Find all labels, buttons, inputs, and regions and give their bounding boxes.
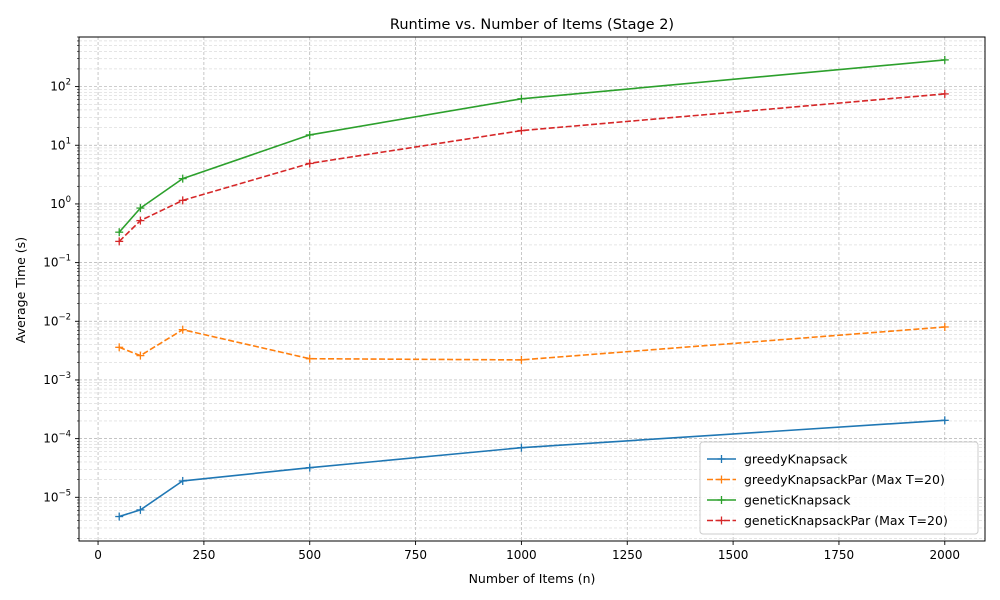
- data-point-marker: [115, 237, 124, 246]
- x-tick-label: 250: [192, 548, 215, 562]
- series-line: [118, 419, 945, 518]
- data-point-marker: [115, 228, 124, 237]
- y-tick-label: 10−5: [43, 488, 71, 504]
- y-tick-label: 102: [50, 78, 71, 94]
- data-point-marker: [517, 94, 526, 103]
- x-tick-label: 1500: [718, 548, 749, 562]
- legend-label: greedyKnapsackPar (Max T=20): [744, 472, 945, 487]
- data-point-marker: [136, 505, 145, 514]
- axis-ticks: 0 250 500 750 1000 1250 1500 1750 2000 10−5 10−4 10…: [43, 36, 961, 562]
- legend-label: greedyKnapsack: [744, 452, 848, 467]
- data-point-marker: [305, 159, 314, 168]
- data-point-marker: [136, 351, 145, 360]
- x-tick-label: 0: [94, 548, 102, 562]
- data-point-marker: [517, 126, 526, 135]
- series-lines: [115, 55, 949, 521]
- series-line: [118, 93, 945, 242]
- data-point-marker: [136, 204, 145, 213]
- data-point-marker: [517, 443, 526, 452]
- legend: greedyKnapsack greedyKnapsackPar (Max T=2…: [699, 441, 979, 535]
- data-point-marker: [136, 216, 145, 225]
- chart-title: Runtime vs. Number of Items (Stage 2): [390, 17, 674, 33]
- plot-frame: [78, 36, 986, 542]
- x-tick-label: 1250: [612, 548, 643, 562]
- y-tick-label: 100: [50, 195, 71, 211]
- x-tick-label: 2000: [930, 548, 961, 562]
- data-point-marker: [940, 55, 949, 64]
- x-axis-label: Number of Items (n): [469, 571, 596, 586]
- y-tick-label: 10−2: [43, 312, 71, 328]
- data-point-marker: [940, 89, 949, 98]
- data-point-marker: [517, 355, 526, 364]
- y-axis-label: Average Time (s): [13, 237, 28, 343]
- legend-label: geneticKnapsack: [744, 493, 851, 508]
- legend-box: [699, 441, 979, 535]
- y-tick-label: 10−4: [43, 430, 71, 446]
- series-line: [118, 326, 945, 361]
- data-point-marker: [305, 354, 314, 363]
- x-tick-label: 1750: [824, 548, 855, 562]
- data-point-marker: [115, 343, 124, 352]
- data-point-marker: [178, 476, 187, 485]
- data-point-marker: [178, 196, 187, 205]
- legend-label: geneticKnapsackPar (Max T=20): [744, 513, 948, 528]
- y-tick-label: 10−1: [43, 254, 71, 270]
- x-tick-label: 1000: [506, 548, 537, 562]
- data-point-marker: [178, 174, 187, 183]
- data-point-marker: [305, 130, 314, 139]
- data-point-marker: [940, 322, 949, 331]
- y-tick-label: 10−3: [43, 371, 71, 387]
- data-point-marker: [178, 325, 187, 334]
- data-point-marker: [305, 463, 314, 472]
- y-tick-label: 101: [50, 136, 71, 152]
- series-line: [118, 59, 945, 233]
- data-point-marker: [940, 416, 949, 425]
- x-tick-label: 750: [404, 548, 427, 562]
- data-point-marker: [115, 512, 124, 521]
- x-tick-label: 500: [298, 548, 321, 562]
